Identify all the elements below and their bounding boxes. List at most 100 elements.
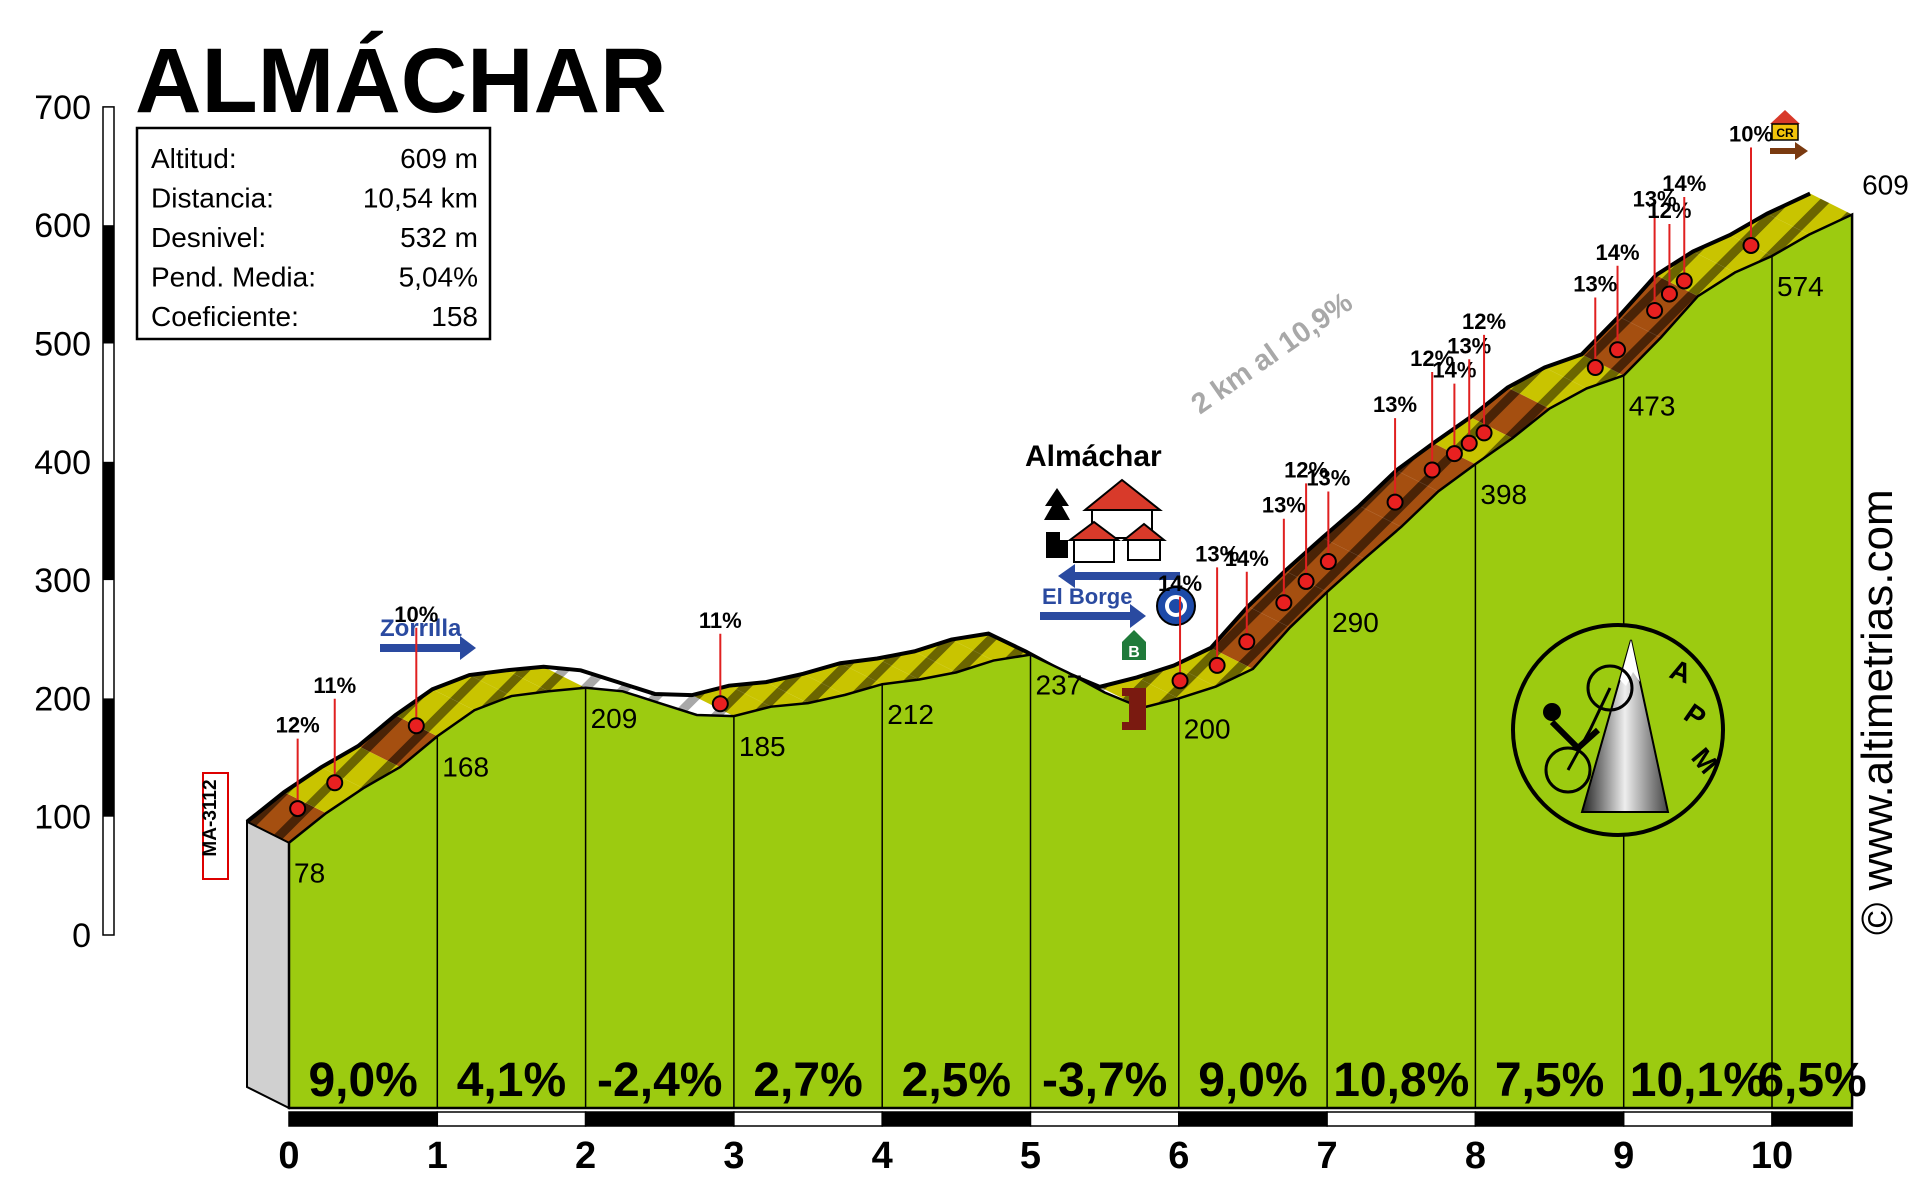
y-tick-label: 0 xyxy=(72,917,91,955)
road-band-segment xyxy=(951,633,1031,661)
stat-label: Desnivel: xyxy=(151,222,266,253)
climb-note: 2 km al 10,9% xyxy=(1186,286,1359,421)
y-tick-label: 500 xyxy=(34,326,91,364)
x-tick-label: 2 xyxy=(575,1135,596,1177)
ramp-marker xyxy=(711,695,729,713)
y-axis: 0 100 200 300 400 500 600 700 xyxy=(34,89,115,955)
stats-rows: Altitud: 609 m Distancia: 10,54 km Desnivel:… xyxy=(151,143,478,332)
ramp-percent-label: 10% xyxy=(394,602,438,627)
ramp-marker xyxy=(289,800,307,818)
ramp-percent-label: 13% xyxy=(1306,466,1350,491)
ramp-marker xyxy=(1208,656,1226,674)
km-altitude-label: 473 xyxy=(1629,390,1676,421)
ramp-marker xyxy=(1742,236,1760,254)
ramp-percent-label: 14% xyxy=(1596,240,1640,265)
segment-gradient-label: 9,0% xyxy=(1198,1054,1307,1107)
x-tick-label: 7 xyxy=(1317,1135,1338,1177)
segment-gradient-label: -3,7% xyxy=(1042,1054,1167,1107)
ramp-marker xyxy=(1386,493,1404,511)
ramp-percent-label: 14% xyxy=(1225,546,1269,571)
road-band-segment xyxy=(1544,354,1624,389)
zorrilla-arrow-icon xyxy=(380,636,476,660)
stats-box: Altitud: 609 m Distancia: 10,54 km Desnivel:… xyxy=(135,126,492,341)
ramp-marker xyxy=(1460,434,1478,452)
km-altitude-label: 200 xyxy=(1184,713,1231,744)
el-borge-arrow-icon xyxy=(1040,604,1146,628)
road-code-badge: MA-3112 xyxy=(200,772,229,880)
ramp-marker xyxy=(1319,553,1337,571)
stat-label: Altitud: xyxy=(151,143,237,174)
x-scale-block xyxy=(584,1111,735,1127)
y-scale-block xyxy=(103,225,114,344)
km-altitude-label: 609 xyxy=(1862,170,1909,201)
ramp-percent-label: 13% xyxy=(1373,392,1417,417)
x-scale-block xyxy=(881,1111,1032,1127)
ramp-percent-label: 12% xyxy=(276,713,320,738)
ramp-marker xyxy=(1238,633,1256,651)
ramp-percent-label: 13% xyxy=(1633,187,1677,212)
ramp-percent-label: 14% xyxy=(1662,171,1706,196)
stat-label: Pend. Media: xyxy=(151,262,316,293)
stat-value: 609 m xyxy=(400,143,478,174)
x-scale-block xyxy=(1178,1111,1328,1127)
x-tick-label: 10 xyxy=(1751,1135,1793,1177)
road-band-segment xyxy=(543,666,623,692)
almachar-label: Almáchar xyxy=(1025,440,1162,473)
y-scale-block xyxy=(103,461,114,581)
ramp-marker xyxy=(1660,285,1678,303)
ramp-marker xyxy=(407,717,425,735)
road-band-segment xyxy=(284,767,364,814)
x-scale-block xyxy=(1771,1111,1853,1127)
ramp-marker xyxy=(1171,672,1189,690)
x-tick-label: 9 xyxy=(1613,1135,1634,1177)
cr-arrow-icon xyxy=(1770,142,1808,160)
ramp-percent-label: 13% xyxy=(1195,541,1239,566)
almachar-arrow-left-icon xyxy=(1058,564,1180,588)
road-band-segment xyxy=(877,651,957,680)
ramp-marker xyxy=(1297,572,1315,590)
ramp-percent-label: 14% xyxy=(1158,571,1202,596)
ramp-percent-label: 11% xyxy=(699,608,742,633)
x-tick-label: 5 xyxy=(1020,1135,1041,1177)
x-tick-label: 1 xyxy=(427,1135,448,1177)
segment-gradient-label: -2,4% xyxy=(597,1054,722,1107)
bridge-marker-icon xyxy=(1129,688,1146,730)
b-sign-label: B xyxy=(1128,644,1140,661)
website-label: © www.altimetrias.com xyxy=(1853,489,1902,935)
ramp-marker xyxy=(1586,359,1604,377)
village-icon xyxy=(1067,478,1167,563)
km-altitude-label: 398 xyxy=(1480,479,1527,510)
ramp-percent-label: 12% xyxy=(1410,346,1454,371)
x-scale-block xyxy=(1474,1111,1625,1127)
ramp-percent-label: 12% xyxy=(1284,457,1328,482)
ramp-marker xyxy=(1423,461,1441,479)
stat-label: Coeficiente: xyxy=(151,301,299,332)
road-band-segment xyxy=(247,792,327,843)
road-code-frame xyxy=(202,772,229,880)
x-tick-label: 3 xyxy=(723,1135,744,1177)
segment-gradient-label: 4,1% xyxy=(457,1054,566,1107)
ramp-percent-label: 10% xyxy=(1729,121,1773,146)
church-icon xyxy=(1044,488,1070,558)
ramp-percent-label: 12% xyxy=(1462,309,1506,334)
ramp-marker xyxy=(1475,424,1493,442)
road-band-segment xyxy=(728,682,809,707)
stats-box-frame xyxy=(135,126,492,341)
cr-sign-label: CR xyxy=(1776,126,1794,140)
road-band-segment xyxy=(840,658,920,685)
segment-gradient-label: 10,1% xyxy=(1630,1054,1766,1107)
x-tick-label: 8 xyxy=(1465,1135,1486,1177)
y-tick-label: 300 xyxy=(34,562,91,600)
ramp-percent-label: 13% xyxy=(1262,493,1306,518)
x-scale-block xyxy=(1029,1111,1180,1127)
stat-label: Distancia: xyxy=(151,183,274,214)
km-altitude-label: 185 xyxy=(739,731,786,762)
cr-sign-icon: CR xyxy=(1770,110,1800,141)
ramp-marker xyxy=(1675,272,1693,290)
ramp-marker xyxy=(1609,341,1627,359)
x-scale-block xyxy=(288,1111,439,1127)
x-tick-label: 6 xyxy=(1168,1135,1189,1177)
profile-area xyxy=(287,212,1854,1110)
ramp-marker xyxy=(326,774,344,792)
